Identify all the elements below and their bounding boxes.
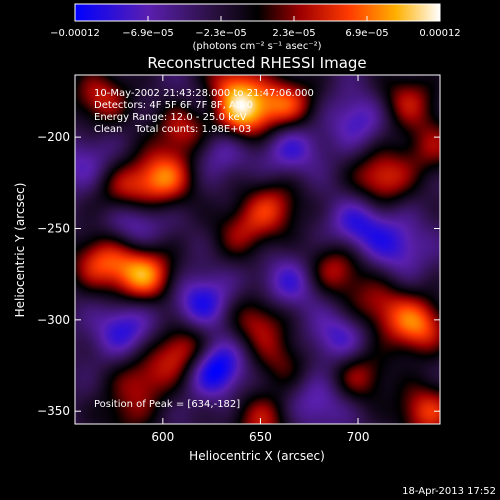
colorbar-unit-label: (photons cm⁻² s⁻¹ asec⁻²): [192, 41, 321, 52]
colorbar-tick-label: 2.3e−05: [272, 28, 315, 39]
heatmap-image: [75, 75, 440, 424]
x-tick-label: 600: [151, 430, 174, 444]
chart-title: Reconstructed RHESSI Image: [147, 54, 366, 72]
y-axis-ticks: −200 −250 −300 −350: [37, 130, 440, 418]
footer-timestamp: 18-Apr-2013 17:52: [402, 486, 496, 497]
x-tick-label: 650: [249, 430, 272, 444]
y-tick-label: −350: [37, 404, 70, 418]
observation-annotations: 10-May-2002 21:43:28.000 to 21:47:06.000…: [94, 88, 314, 135]
colorbar-tick-label: −2.3e−05: [195, 28, 247, 39]
colorbar-tick-labels: −0.00012 −6.9e−05 −2.3e−05 2.3e−05 6.9e−05 0.…: [50, 28, 461, 39]
y-tick-label: −250: [37, 221, 70, 235]
y-axis-label: Heliocentric Y (arcsec): [13, 183, 27, 318]
colorbar-tick-label: −6.9e−05: [122, 28, 174, 39]
plot-frame: [74, 74, 441, 425]
colorbar-ticks: [74, 16, 441, 21]
colorbar-tick-label: −0.00012: [50, 28, 100, 39]
plot-area-container: [75, 75, 440, 424]
x-axis-label: Heliocentric X (arcsec): [189, 449, 325, 463]
colorbar-tick-label: 6.9e−05: [345, 28, 388, 39]
annotation-clean-counts: Clean Total counts: 1.98E+03: [94, 124, 251, 135]
colorbar: [74, 3, 441, 22]
annotation-time-range: 10-May-2002 21:43:28.000 to 21:47:06.000: [94, 88, 314, 99]
colorbar-tick-label: 0.00012: [419, 28, 460, 39]
x-axis-ticks: 600 650 700: [151, 75, 369, 444]
y-tick-label: −200: [37, 130, 70, 144]
x-tick-label: 700: [347, 430, 370, 444]
annotation-energy-range: Energy Range: 12.0 - 25.0 keV: [94, 112, 247, 123]
peak-position-label: Position of Peak = [634,-182]: [94, 399, 240, 410]
annotation-detectors: Detectors: 4F 5F 6F 7F 8F, Att 0: [94, 100, 253, 111]
y-tick-label: −300: [37, 313, 70, 327]
